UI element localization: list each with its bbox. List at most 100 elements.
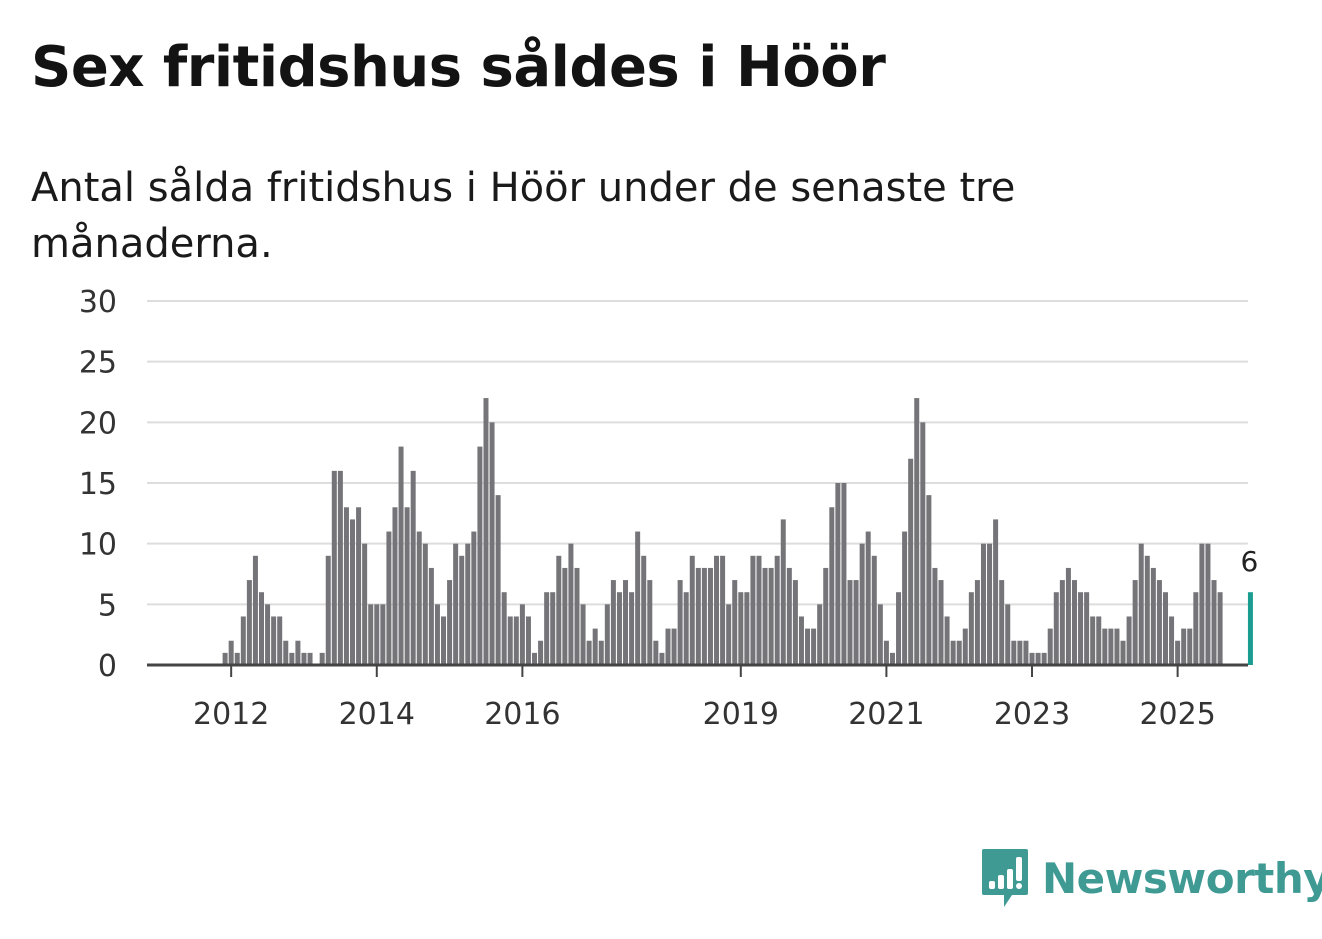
bar	[683, 592, 689, 665]
bar	[932, 567, 938, 665]
bar	[635, 531, 641, 665]
bar	[532, 652, 538, 665]
bar	[1114, 628, 1120, 665]
bar	[792, 580, 798, 665]
bar	[392, 507, 398, 665]
bar	[629, 592, 635, 665]
bar	[1078, 592, 1084, 665]
bar	[574, 567, 580, 665]
bar	[1017, 640, 1023, 665]
bar	[1005, 604, 1011, 665]
bar	[246, 580, 252, 665]
bar	[289, 652, 295, 665]
bar	[1041, 652, 1047, 665]
y-tick-label: 5	[98, 588, 117, 623]
y-tick-label: 15	[79, 467, 117, 502]
bar	[744, 592, 750, 665]
bar	[889, 652, 895, 665]
bar	[1084, 592, 1090, 665]
bar	[422, 543, 428, 665]
bar	[428, 567, 434, 665]
bar	[993, 519, 999, 665]
bar	[798, 616, 804, 665]
x-axis-ticks: 2012 2014 2016 2019 2021 2023 2025	[193, 665, 1216, 732]
bar	[714, 555, 720, 665]
bar	[410, 470, 416, 665]
bar	[1217, 592, 1223, 665]
bar	[774, 555, 780, 665]
bar	[368, 604, 374, 665]
bar	[786, 567, 792, 665]
bar	[471, 531, 477, 665]
x-tick-label: 2023	[994, 697, 1070, 732]
y-axis-ticks: 0 5 10 15 20 25 30	[79, 285, 117, 684]
bar	[325, 555, 331, 665]
bar	[568, 543, 574, 665]
page-title: Sex fritidshus såldes i Höör	[31, 35, 886, 100]
bar	[689, 555, 695, 665]
bar	[259, 592, 265, 665]
y-tick-label: 10	[79, 528, 117, 563]
bar	[1150, 567, 1156, 665]
x-tick-label: 2014	[339, 697, 415, 732]
bar	[240, 616, 246, 665]
bar	[483, 398, 489, 665]
bar	[1169, 616, 1175, 665]
bar	[756, 555, 762, 665]
bar	[586, 640, 592, 665]
bar	[707, 567, 713, 665]
bar	[865, 531, 871, 665]
bar	[695, 567, 701, 665]
bar	[580, 604, 586, 665]
y-tick-label: 0	[98, 649, 117, 684]
bar	[544, 592, 550, 665]
bar	[513, 616, 519, 665]
bar	[671, 628, 677, 665]
bar	[974, 580, 980, 665]
bar	[1108, 628, 1114, 665]
x-tick-label: 2012	[193, 697, 269, 732]
bar	[525, 616, 531, 665]
bar	[495, 495, 501, 665]
y-tick-label: 25	[79, 346, 117, 381]
bar	[234, 652, 240, 665]
bar	[968, 592, 974, 665]
bar	[1132, 580, 1138, 665]
bar	[859, 543, 865, 665]
x-tick-label: 2016	[484, 697, 560, 732]
bar	[750, 555, 756, 665]
bar	[841, 483, 847, 665]
bar	[404, 507, 410, 665]
bar	[507, 616, 513, 665]
bar	[592, 628, 598, 665]
bar	[902, 531, 908, 665]
bar	[762, 567, 768, 665]
bar	[817, 604, 823, 665]
x-tick-label: 2021	[848, 697, 924, 732]
bar	[416, 531, 422, 665]
bar	[653, 640, 659, 665]
x-tick-label: 2019	[703, 697, 779, 732]
bar	[356, 507, 362, 665]
bar	[938, 580, 944, 665]
bar	[307, 652, 313, 665]
bar	[598, 640, 604, 665]
bar	[1126, 616, 1132, 665]
bar	[883, 640, 889, 665]
bar	[295, 640, 301, 665]
bar	[228, 640, 234, 665]
y-tick-label: 30	[79, 285, 117, 320]
bar	[1023, 640, 1029, 665]
highlight-label-bg	[1232, 544, 1267, 579]
bar	[283, 640, 289, 665]
bar	[908, 458, 914, 665]
bar	[920, 422, 926, 665]
x-tick-label: 2025	[1139, 697, 1215, 732]
bar	[343, 507, 349, 665]
bar	[877, 604, 883, 665]
bar	[999, 580, 1005, 665]
bar	[453, 543, 459, 665]
bar	[1102, 628, 1108, 665]
bar	[562, 567, 568, 665]
